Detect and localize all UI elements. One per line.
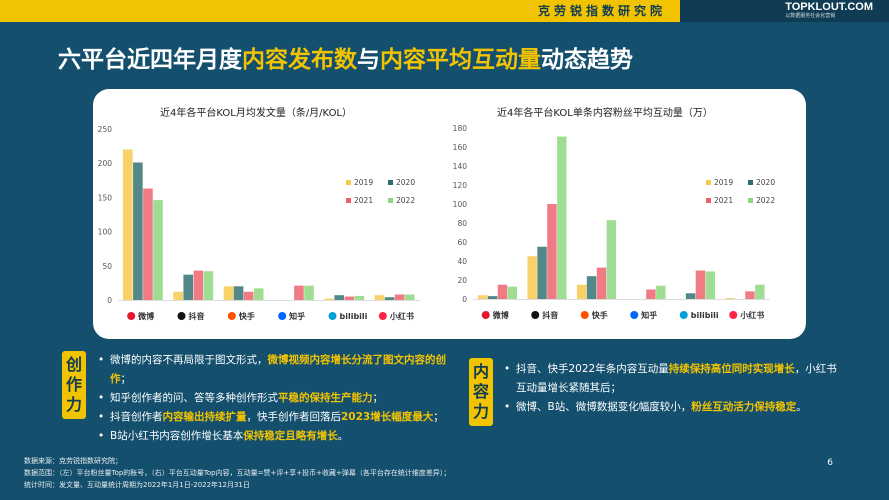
bullet-text: ，小红书互动量增长紧随其后；	[516, 363, 837, 394]
bullet-item: 抖音创作者内容输出持续扩量，快手创作者回落后2023增长幅度最大；	[98, 408, 458, 427]
bullet-highlight: 持续保持高位同时实现增长	[668, 363, 795, 375]
bullet-highlight: 粉丝互动活力保持稳定	[691, 401, 797, 413]
bullet-item: 微博的内容不再局限于图文形式，微博视频内容增长分流了图文内容的创作；	[98, 351, 458, 389]
content-bullets: 抖音、快手2022年条内容互动量持续保持高位同时实现增长，小红书互动量增长紧随其…	[504, 360, 844, 417]
bullet-highlight: 2023增长幅度最大	[341, 411, 434, 423]
bullet-text: ，快手创作者回落后	[246, 411, 342, 423]
bullet-highlight: 内容输出持续扩量	[162, 411, 247, 423]
bullet-text: ；	[120, 373, 132, 385]
bullet-item: 知乎创作者的问、答等多种创作形式平稳的保持生产能力；	[98, 389, 458, 408]
bullet-item: B站小红书内容创作增长基本保持稳定且略有增长。	[98, 427, 458, 446]
page-number: 6	[827, 458, 833, 468]
title-part-2: 与	[357, 47, 380, 73]
bullet-highlight: 平稳的保持生产能力	[278, 392, 373, 404]
bullet-highlight: 保持稳定且略有增长	[243, 430, 338, 442]
chart-card	[93, 89, 806, 339]
creativity-bullets: 微博的内容不再局限于图文形式，微博视频内容增长分流了图文内容的创作； 知乎创作者…	[98, 351, 458, 446]
bullet-text: B站小红书内容创作增长基本	[110, 430, 244, 442]
bullet-text: 。	[337, 430, 349, 442]
brand-logo: TOPKLOUT.COM 以数据服务社会化营销	[785, 1, 873, 19]
bullet-text: 抖音、快手2022年条内容互动量	[516, 363, 669, 375]
bullet-text: ；	[372, 392, 384, 404]
title-part-1: 六平台近四年月度	[58, 47, 242, 73]
brand-tagline: 以数据服务社会化营销	[785, 13, 836, 19]
bullet-text: 微博、B站、微博数据变化幅度较小，	[516, 401, 692, 413]
brand-name: TOPKLOUT.COM	[785, 1, 873, 13]
bullet-text: 知乎创作者的问、答等多种创作形式	[110, 392, 278, 404]
footer-notes: 数据来源：克劳锐指数研究院； 数据范围：（左）平台粉丝量Top的账号，（右）平台…	[24, 455, 450, 491]
label-creativity: 创作力	[62, 351, 86, 419]
top-bar: 克劳锐指数研究院 TOPKLOUT.COM 以数据服务社会化营销	[0, 0, 889, 22]
bullet-text: 抖音创作者	[110, 411, 163, 423]
footer-period: 统计时间：发文量、互动量统计周期为2022年1月1日-2022年12月31日	[24, 481, 250, 489]
footer-scope: 数据范围：（左）平台粉丝量Top的账号，（右）平台互动量Top内容，互动量=赞+…	[24, 469, 451, 477]
footer-source: 数据来源：克劳锐指数研究院；	[24, 457, 122, 465]
org-name: 克劳锐指数研究院	[538, 4, 667, 18]
bullet-item: 微博、B站、微博数据变化幅度较小，粉丝互动活力保持稳定。	[504, 398, 844, 417]
label-content-power: 内容力	[469, 358, 493, 426]
title-part-3: 动态趋势	[541, 47, 633, 73]
page-title: 六平台近四年月度内容发布数与内容平均互动量动态趋势	[58, 40, 633, 74]
bullet-text: ；	[433, 411, 444, 423]
bullet-highlight: 微博视频内容增长分流了图文内容的创作	[110, 354, 446, 385]
title-highlight-1: 内容发布数	[242, 47, 357, 73]
header-yellow-band	[0, 0, 680, 22]
chart-title-left: 近4年各平台KOL月均发文量（条/月/KOL）	[160, 108, 353, 119]
chart-title-right: 近4年各平台KOL单条内容粉丝平均互动量（万）	[497, 108, 713, 119]
title-highlight-2: 内容平均互动量	[380, 47, 541, 73]
bullet-item: 抖音、快手2022年条内容互动量持续保持高位同时实现增长，小红书互动量增长紧随其…	[504, 360, 844, 398]
bullet-text: 微博的内容不再局限于图文形式，	[110, 354, 268, 366]
bullet-text: 。	[796, 401, 807, 413]
